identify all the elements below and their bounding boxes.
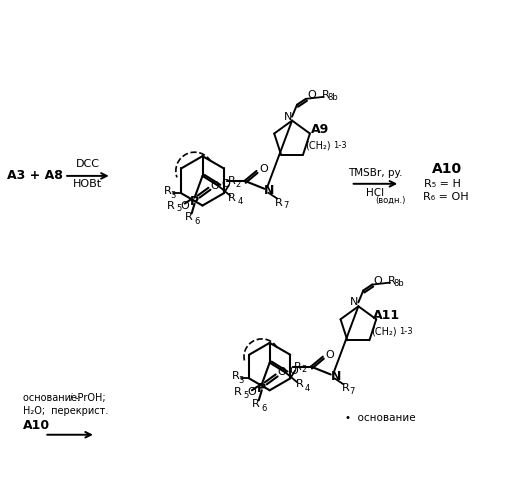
Text: TMSBr, py.: TMSBr, py.: [348, 168, 403, 178]
Text: -PrOH;: -PrOH;: [74, 393, 106, 403]
Text: O: O: [180, 201, 189, 211]
Text: A11: A11: [372, 309, 400, 322]
Text: 1-3: 1-3: [399, 326, 413, 335]
Text: DCC: DCC: [76, 159, 100, 169]
Text: O: O: [308, 90, 316, 100]
Text: R: R: [228, 193, 236, 203]
Text: 7: 7: [350, 387, 355, 396]
Text: O: O: [289, 366, 298, 376]
Text: O: O: [325, 350, 334, 360]
Text: N: N: [350, 297, 359, 307]
Text: N: N: [264, 184, 275, 197]
Text: H₂O;: H₂O;: [22, 406, 45, 416]
Text: R₆ = OH: R₆ = OH: [423, 192, 469, 202]
Text: A10: A10: [22, 419, 50, 432]
Text: i: i: [70, 393, 73, 403]
Text: 3: 3: [238, 376, 244, 385]
Text: 4: 4: [237, 197, 243, 206]
Text: P: P: [190, 195, 199, 208]
Text: R: R: [295, 379, 303, 389]
Text: O: O: [374, 275, 382, 285]
Text: A9: A9: [311, 123, 329, 136]
Text: R: R: [388, 275, 396, 285]
Text: P: P: [257, 382, 266, 395]
Text: O: O: [277, 367, 286, 378]
Text: O: O: [247, 387, 256, 397]
Text: N: N: [331, 370, 341, 383]
Text: R: R: [163, 186, 171, 196]
Text: R₅ = H: R₅ = H: [424, 179, 461, 189]
Text: R: R: [167, 201, 175, 211]
Text: R: R: [342, 383, 349, 393]
Text: R: R: [252, 399, 260, 409]
Text: HOBt: HOBt: [73, 179, 103, 189]
Text: A10: A10: [431, 162, 462, 176]
Text: 5: 5: [243, 391, 248, 400]
Text: R: R: [185, 213, 192, 223]
Text: R: R: [232, 371, 239, 381]
Text: 6: 6: [194, 217, 199, 226]
Text: 8b: 8b: [393, 279, 404, 288]
Text: O: O: [259, 164, 268, 174]
Text: R: R: [228, 176, 236, 186]
Text: (водн.): (водн.): [375, 196, 405, 205]
Text: N: N: [284, 112, 292, 122]
Text: 7: 7: [283, 201, 289, 210]
Text: O: O: [222, 179, 231, 189]
Text: R: R: [322, 90, 329, 100]
Text: 2: 2: [301, 365, 306, 374]
Text: R: R: [234, 387, 242, 397]
Text: •  основание: • основание: [345, 413, 416, 423]
Text: 6: 6: [261, 404, 266, 413]
Text: R: R: [275, 198, 283, 208]
Text: O: O: [210, 181, 219, 191]
Text: R: R: [294, 362, 302, 372]
Text: (CH₂): (CH₂): [305, 140, 331, 150]
Text: 3: 3: [170, 191, 176, 200]
Text: HCl: HCl: [366, 188, 384, 198]
Text: перекрист.: перекрист.: [49, 406, 109, 416]
Text: 2: 2: [235, 180, 241, 189]
Text: 1-3: 1-3: [333, 141, 346, 150]
Text: основание:: основание:: [22, 393, 83, 403]
Text: 5: 5: [176, 204, 181, 213]
Text: 4: 4: [304, 384, 310, 393]
Text: A3 + A8: A3 + A8: [7, 169, 62, 183]
Text: (CH₂): (CH₂): [371, 326, 397, 336]
Text: 8b: 8b: [327, 93, 338, 102]
